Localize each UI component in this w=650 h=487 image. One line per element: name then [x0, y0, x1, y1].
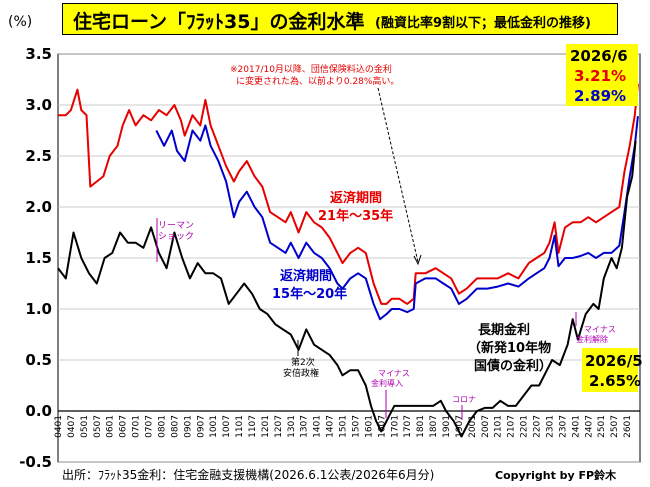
callout-latest-date: 2026/6 [570, 47, 628, 65]
x-tick-label: 1407 [326, 415, 336, 438]
lehman-label-2: ショック [158, 231, 194, 242]
long-rate-label-1: 長期金利 [478, 322, 530, 338]
y-tick-label: 2.5 [25, 147, 52, 165]
x-tick-label: 0401 [54, 415, 64, 438]
x-tick-label: 2407 [584, 415, 594, 438]
note-line-1: ※2017/10月以降、団信保険料込の金利 [230, 63, 392, 75]
callout-long-rate-box [582, 348, 638, 392]
x-tick-label: 1201 [261, 415, 271, 438]
chart-title: 住宅ローン「ﾌﾗｯﾄ35」の金利水準 [73, 11, 365, 33]
chart-subtitle: (融資比率9割以下；最低金利の推移) [375, 16, 591, 31]
negative-rate-label-2: 金利導入 [371, 378, 403, 388]
x-tick-label: 0907 [196, 415, 206, 438]
lehman-label-1: リーマン [158, 221, 194, 231]
y-axis: 3.5 3.0 2.5 2.0 1.5 1.0 0.5 0.0 -0.5 [19, 45, 52, 471]
x-tick-label: 1901 [442, 415, 452, 438]
x-tick-label: 0501 [80, 415, 90, 438]
x-tick-label: 2007 [481, 415, 491, 438]
x-tick-label: 1307 [300, 415, 310, 438]
x-tick-label: 2401 [571, 415, 581, 438]
x-tick-label: 0801 [157, 415, 167, 438]
x-tick-label: 0601 [106, 415, 116, 438]
x-tick-label: 1001 [209, 415, 219, 438]
x-axis: 0401 0407 0501 0507 0601 0607 0701 0707 0801 0807… [54, 415, 633, 438]
x-tick-label: 1607 [377, 415, 387, 438]
x-tick-label: 1701 [390, 415, 400, 438]
x-tick-label: 2207 [533, 415, 543, 438]
corona-label: コロナ [452, 395, 476, 404]
long-rate-label-2: （新発10年物 [468, 340, 551, 356]
callout-long-rate-value: 2.65% [589, 372, 641, 390]
x-tick-label: 1101 [235, 415, 245, 438]
y-tick-label: 1.0 [25, 300, 52, 318]
callout-latest-red: 3.21% [574, 67, 626, 85]
x-tick-label: 0607 [119, 415, 129, 438]
y-axis-unit: (%) [8, 14, 33, 30]
callout-long-rate-date: 2026/5 [585, 352, 643, 370]
x-tick-label: 0901 [183, 415, 193, 438]
series-line-15-20 [155, 116, 639, 321]
negative-end-label-2: 金利解除 [576, 334, 608, 344]
y-tick-label: 2.0 [25, 198, 52, 216]
y-tick-label: 1.5 [25, 249, 52, 267]
x-tick-label: 0707 [145, 415, 155, 438]
x-tick-label: 0807 [170, 415, 180, 438]
x-tick-label: 1301 [287, 415, 297, 438]
x-tick-label: 1601 [364, 415, 374, 438]
x-tick-label: 1507 [351, 415, 361, 438]
x-tick-label: 2501 [597, 415, 607, 438]
long-rate-label-3: 国債の金利） [474, 358, 552, 374]
x-tick-label: 0701 [132, 415, 142, 438]
x-tick-label: 0407 [67, 415, 77, 438]
red-series-label-2: 21年～35年 [318, 208, 393, 224]
grid-layer [57, 53, 641, 463]
blue-series-label-2: 15年～20年 [272, 286, 347, 302]
x-tick-label: 0507 [93, 415, 103, 438]
source-note: 出所：ﾌﾗｯﾄ35金利：住宅金融支援機構(2026.6.1公表/2026年6月分… [62, 468, 435, 482]
x-tick-label: 2507 [610, 415, 620, 438]
negative-rate-label-1: マイナス [378, 369, 410, 378]
x-tick-label: 1107 [248, 415, 258, 438]
abe-label-2: 安倍政権 [283, 367, 319, 379]
note-arrow [377, 87, 419, 263]
red-series-label-1: 返済期間 [330, 190, 382, 206]
x-tick-label: 1007 [222, 415, 232, 438]
negative-end-label-1: マイナス [584, 325, 616, 334]
x-tick-label: 2101 [494, 415, 504, 438]
x-tick-label: 1907 [455, 415, 465, 438]
y-tick-label: 0.5 [25, 351, 52, 369]
y-tick-label: -0.5 [19, 453, 52, 471]
series-layer [57, 83, 639, 438]
y-tick-label: 0.0 [25, 402, 52, 420]
series-line-21-35 [58, 83, 639, 305]
x-tick-label: 2001 [468, 415, 478, 438]
x-tick-label: 1501 [339, 415, 349, 438]
series-line-long-rate [57, 140, 637, 438]
callout-latest-box [566, 44, 638, 106]
x-tick-label: 1801 [416, 415, 426, 438]
callout-latest-blue: 2.89% [574, 87, 626, 105]
y-tick-label: 3.0 [25, 96, 52, 114]
x-tick-label: 1207 [274, 415, 284, 438]
copyright: Copyright by FP鈴木 [495, 469, 617, 482]
y-tick-label: 3.5 [25, 45, 52, 63]
blue-series-label-1: 返済期間 [280, 268, 332, 284]
x-tick-label: 1707 [403, 415, 413, 438]
x-tick-label: 2601 [623, 415, 633, 438]
x-tick-label: 2307 [558, 415, 568, 438]
title-box: 住宅ローン「ﾌﾗｯﾄ35」の金利水準 (融資比率9割以下；最低金利の推移) [62, 3, 618, 35]
x-tick-label: 2107 [507, 415, 517, 438]
x-tick-label: 1807 [429, 415, 439, 438]
note-arrowhead [413, 254, 422, 266]
annotation-layer: ※2017/10月以降、団信保険料込の金利 に変更された為、以前より0.28%高… [156, 44, 643, 420]
abe-label-1: 第2次 [291, 356, 315, 368]
note-line-2: に変更された為、以前より0.28%高い。 [236, 75, 399, 87]
x-tick-label: 1401 [313, 415, 323, 438]
x-tick-label: 2301 [545, 415, 555, 438]
x-tick-label: 2201 [520, 415, 530, 438]
